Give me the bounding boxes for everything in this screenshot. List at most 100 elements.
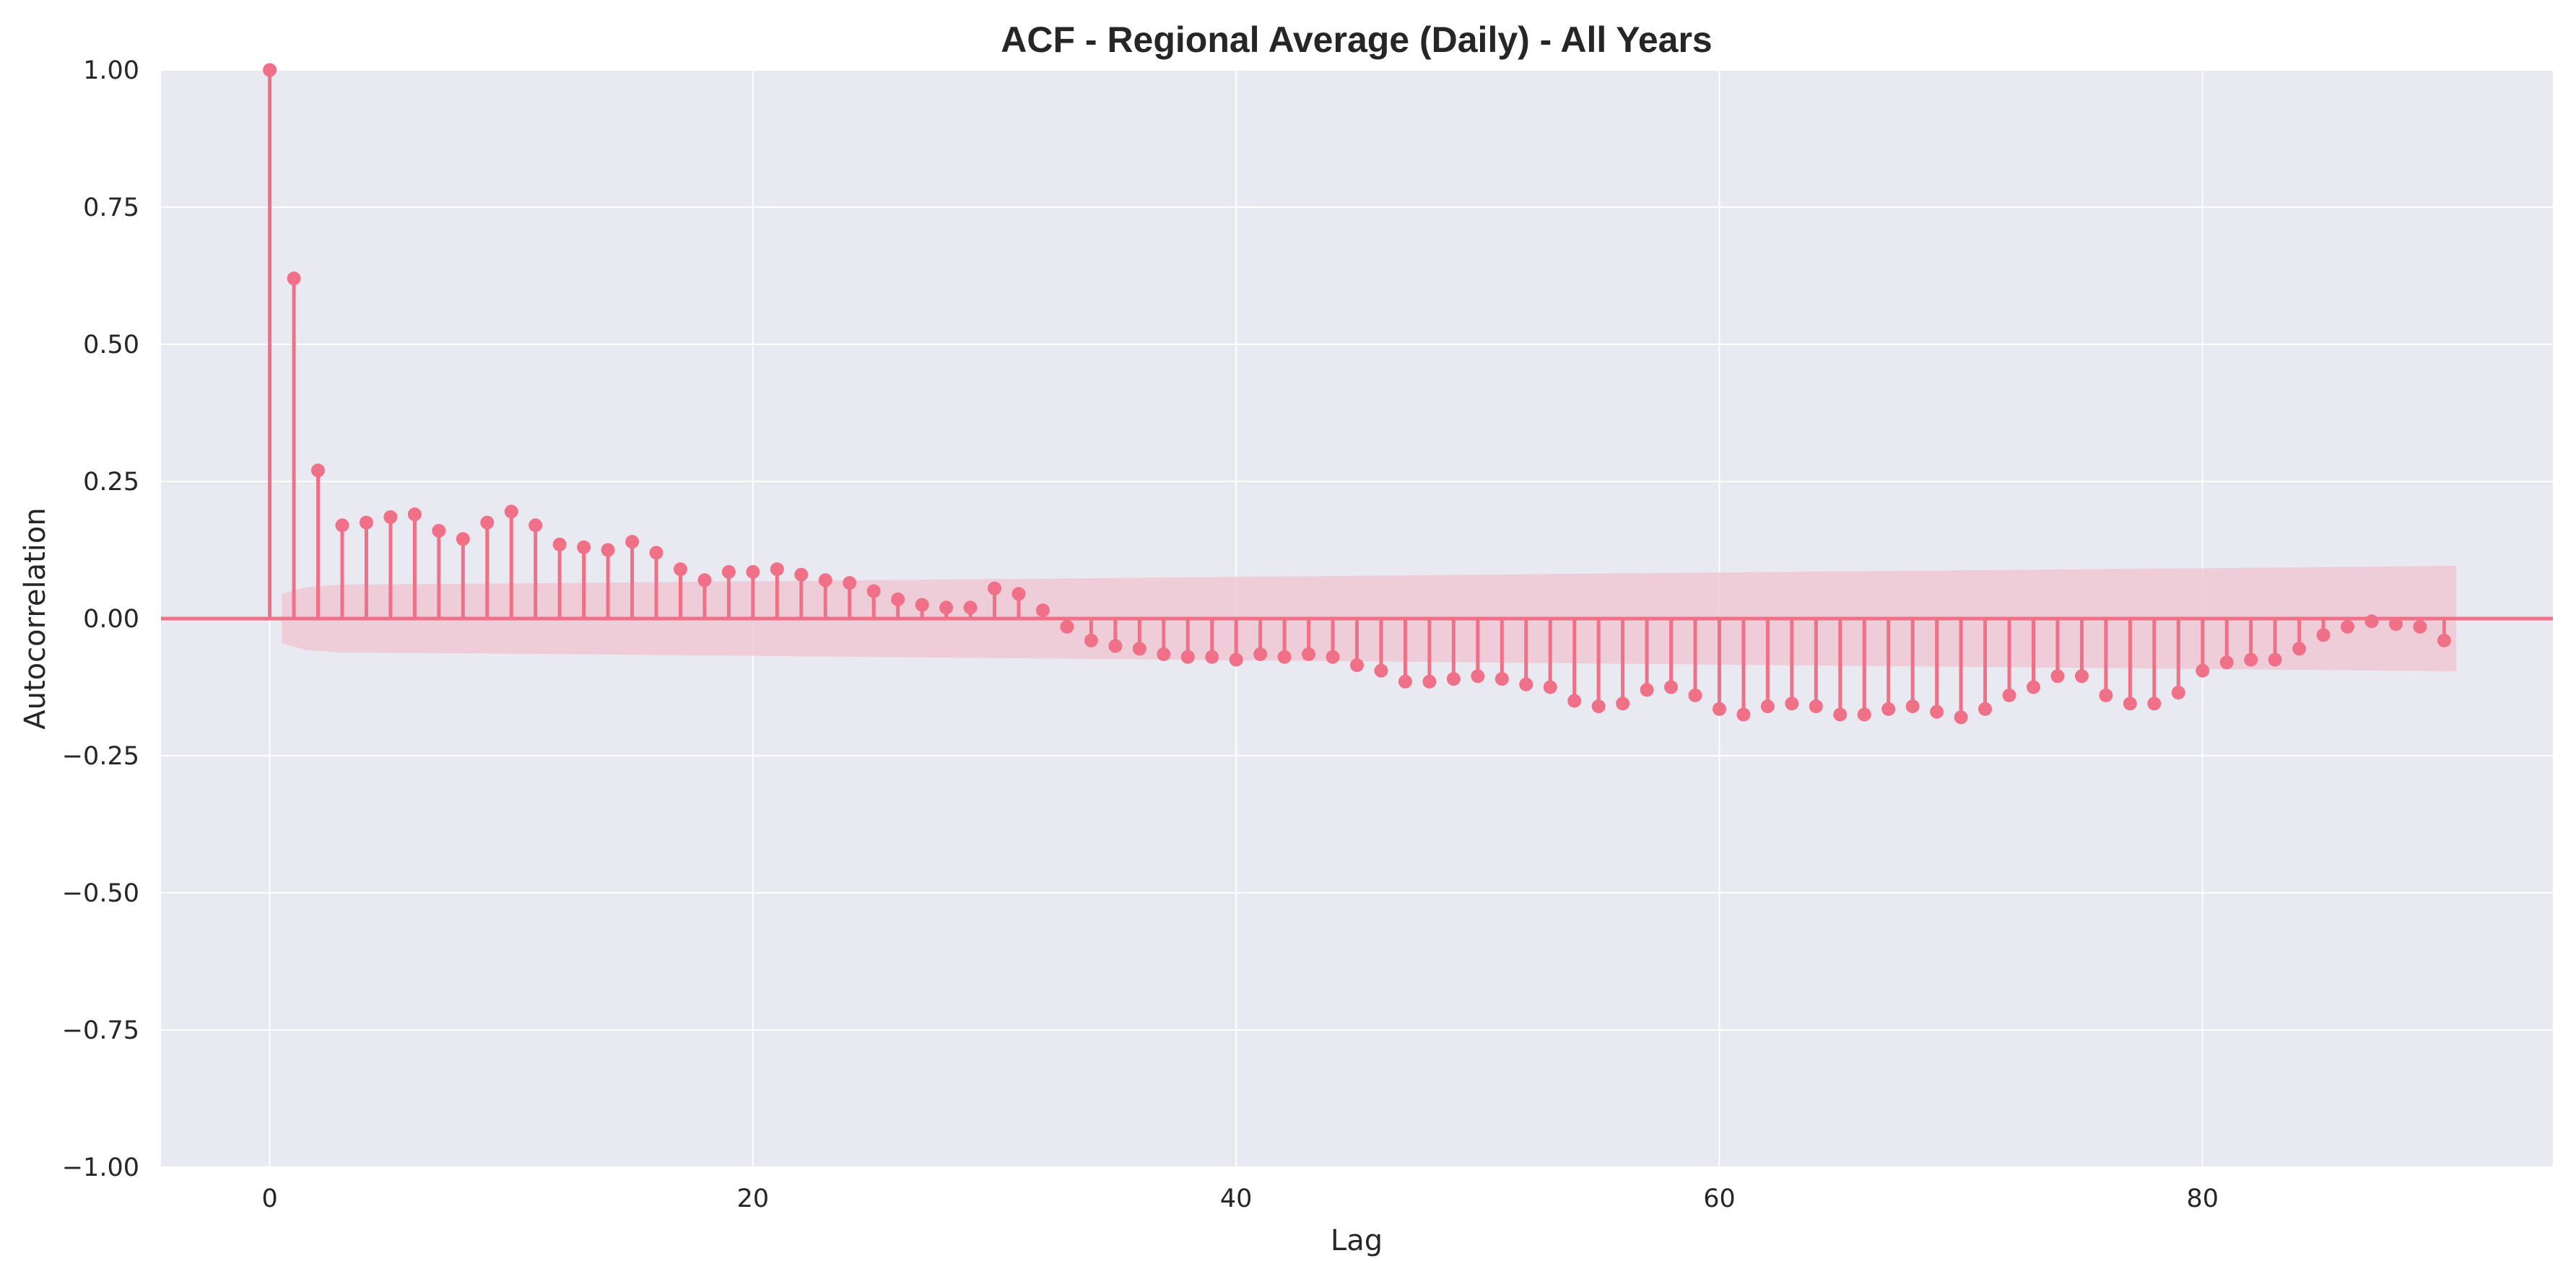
acf-point [2074, 669, 2089, 684]
acf-point [891, 592, 905, 606]
chart-title: ACF - Regional Average (Daily) - All Yea… [1001, 19, 1712, 60]
acf-point [2413, 619, 2427, 634]
acf-point [577, 540, 591, 554]
acf-point [1132, 642, 1146, 656]
acf-point [2437, 633, 2451, 647]
acf-point [1084, 633, 1098, 647]
acf-point [1688, 688, 1702, 702]
acf-point [383, 510, 398, 524]
acf-point [673, 562, 687, 577]
acf-point [1978, 702, 1993, 716]
acf-point [2123, 697, 2137, 711]
acf-point [721, 564, 736, 579]
acf-point [1543, 680, 1557, 694]
acf-point [2002, 688, 2016, 702]
acf-point [1229, 652, 1243, 667]
acf-point [601, 543, 615, 557]
acf-point [1760, 699, 1775, 714]
acf-point [963, 601, 978, 615]
acf-point [1326, 650, 1340, 664]
acf-point [1616, 697, 1630, 711]
x-tick-label: 60 [1703, 1184, 1736, 1213]
x-tick-label: 80 [2186, 1184, 2219, 1213]
acf-point [746, 564, 760, 579]
acf-point [1180, 650, 1195, 664]
acf-point [915, 598, 929, 612]
acf-point [866, 584, 881, 598]
x-tick-label: 0 [261, 1184, 277, 1213]
acf-markers [263, 63, 2451, 725]
acf-point [1736, 707, 1751, 722]
acf-point [2099, 688, 2113, 702]
acf-stems [268, 70, 2446, 717]
acf-point [552, 537, 567, 551]
acf-point [697, 573, 712, 588]
y-tick-label: −0.50 [62, 879, 139, 908]
acf-point [1011, 587, 1026, 601]
y-tick-label: 1.00 [83, 56, 139, 85]
acf-point [2219, 655, 2234, 670]
acf-point [794, 567, 809, 582]
acf-point [407, 507, 422, 522]
acf-point [2316, 628, 2331, 642]
acf-point [1398, 674, 1412, 689]
acf-point [1060, 619, 1074, 634]
acf-point [2027, 680, 2041, 694]
y-tick-label: 0.25 [83, 468, 139, 497]
acf-point [456, 532, 470, 546]
x-tick-label: 40 [1220, 1184, 1253, 1213]
acf-point [1205, 650, 1219, 664]
acf-point [1446, 672, 1461, 686]
acf-point [1664, 680, 1679, 694]
acf-point [2244, 652, 2258, 667]
acf-point [770, 562, 784, 577]
acf-point [988, 581, 1002, 595]
acf-point [1905, 699, 1920, 714]
acf-point [843, 576, 857, 590]
acf-point [528, 518, 543, 533]
x-tick-label: 20 [737, 1184, 770, 1213]
y-axis-label: Autocorrelation [19, 507, 52, 730]
acf-point [1881, 702, 1896, 716]
x-tick-labels: 0 20 40 60 80 [261, 1184, 2219, 1213]
acf-point [1712, 702, 1726, 716]
acf-point [2147, 697, 2162, 711]
acf-point [2388, 617, 2403, 632]
y-tick-label: 0.00 [83, 605, 139, 634]
acf-point [2292, 642, 2307, 656]
acf-point [1253, 647, 1268, 661]
acf-point [2171, 686, 2185, 700]
acf-point [263, 63, 277, 77]
acf-point [480, 515, 495, 530]
y-tick-label: −0.75 [62, 1016, 139, 1045]
acf-point [1833, 707, 1848, 722]
acf-point [1954, 710, 1968, 725]
x-axis-label: Lag [1331, 1224, 1383, 1257]
acf-point [359, 515, 373, 530]
acf-point [1857, 707, 1871, 722]
acf-point [1035, 603, 1050, 618]
acf-point [1640, 683, 1654, 697]
y-tick-labels: 1.00 0.75 0.50 0.25 0.00 −0.25 −0.50 −0.75 −1.00 [62, 56, 139, 1182]
acf-point [2364, 614, 2379, 629]
acf-point [2050, 669, 2065, 684]
y-tick-label: −1.00 [62, 1153, 139, 1182]
acf-point [1350, 658, 1364, 673]
y-tick-label: −0.25 [62, 742, 139, 771]
acf-point [1157, 647, 1171, 661]
acf-point [1422, 674, 1437, 689]
acf-point [818, 573, 832, 588]
acf-point [625, 535, 640, 549]
acf-point [1302, 647, 1316, 661]
acf-point [1374, 663, 1388, 678]
acf-point [311, 463, 326, 478]
acf-point [2268, 652, 2282, 667]
y-tick-label: 0.75 [83, 193, 139, 222]
acf-point [1519, 677, 1533, 691]
acf-point [504, 505, 518, 519]
acf-point [1591, 699, 1606, 714]
acf-point [939, 601, 954, 615]
acf-point [1930, 704, 1944, 719]
acf-point [1471, 669, 1485, 684]
